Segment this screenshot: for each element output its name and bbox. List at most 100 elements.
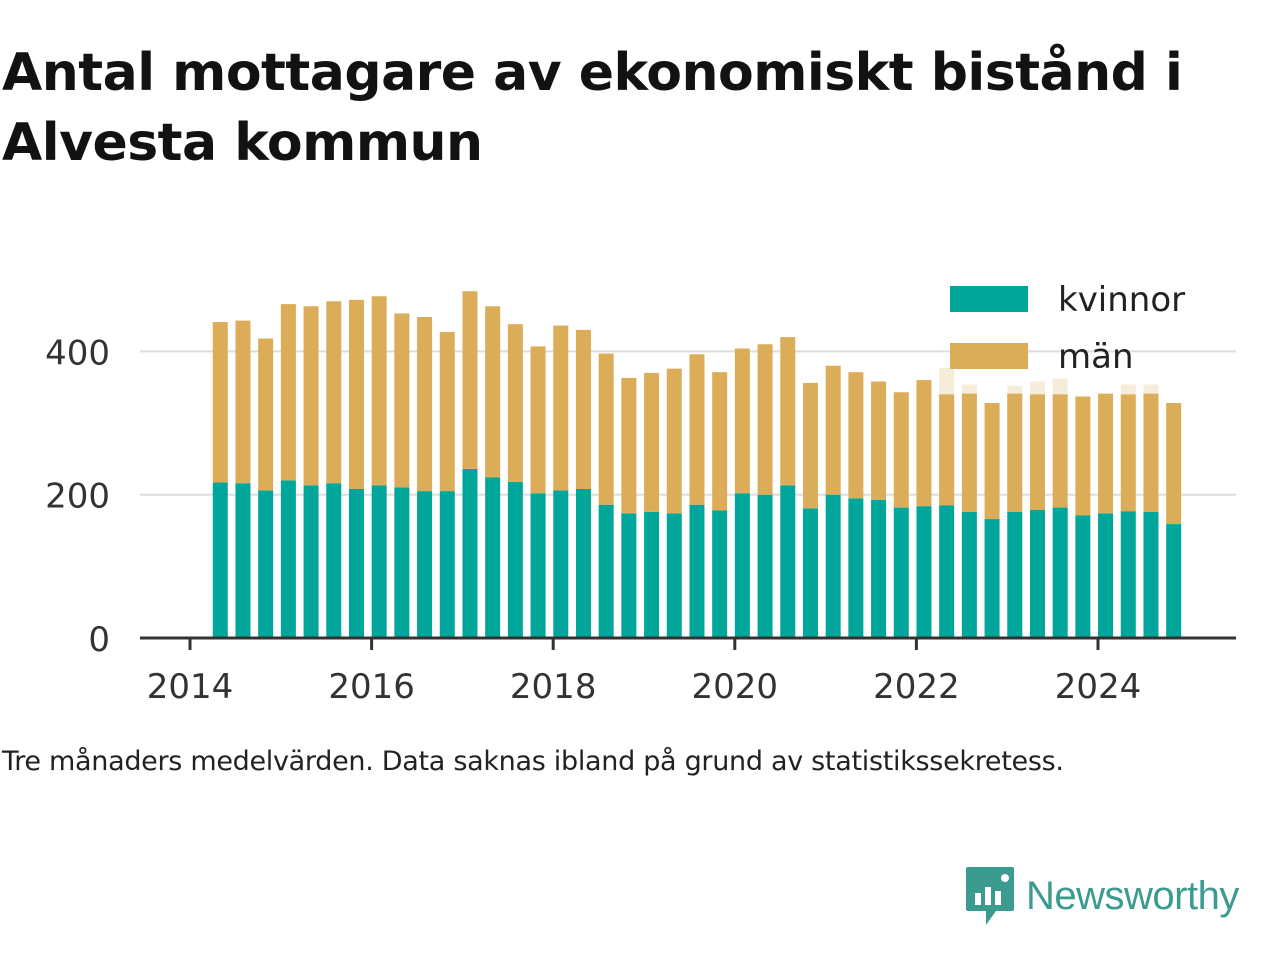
y-tick-label: 0 bbox=[88, 620, 110, 660]
chart-caption: Tre månaders medelvärden. Data saknas ib… bbox=[2, 746, 1064, 777]
bar-man bbox=[235, 320, 251, 484]
bar-kvinnor bbox=[348, 488, 364, 638]
bar-man bbox=[1120, 394, 1136, 512]
bar-man bbox=[439, 332, 455, 492]
bar-kvinnor bbox=[984, 519, 1000, 638]
bar-man bbox=[848, 372, 864, 499]
bar-man bbox=[961, 393, 977, 512]
bar-kvinnor bbox=[530, 493, 546, 638]
bar-kvinnor bbox=[303, 485, 319, 638]
bar-man bbox=[780, 337, 796, 486]
bar-kvinnor bbox=[939, 505, 955, 638]
bar-kvinnor bbox=[802, 508, 818, 638]
bar-man bbox=[371, 296, 387, 486]
bar-man bbox=[1143, 393, 1159, 512]
bar-kvinnor bbox=[621, 513, 637, 638]
bar-man bbox=[825, 365, 841, 495]
x-tick-label: 2014 bbox=[147, 667, 234, 707]
newsworthy-logo-icon bbox=[966, 867, 1014, 925]
bar-man bbox=[734, 348, 750, 494]
x-tick-label: 2020 bbox=[692, 667, 779, 707]
bar-kvinnor bbox=[280, 480, 296, 638]
legend: kvinnor män bbox=[950, 280, 1185, 377]
bar-man bbox=[1098, 393, 1114, 514]
bar-kvinnor bbox=[1098, 513, 1114, 638]
bar-man bbox=[984, 402, 1000, 520]
bar-kvinnor bbox=[1007, 511, 1023, 638]
bar-man bbox=[212, 322, 228, 483]
bar-kvinnor bbox=[212, 482, 228, 638]
bar-kvinnor bbox=[462, 468, 478, 638]
axes: 0 200 400 2014 2016 2018 2020 2022 2024 bbox=[45, 333, 1236, 707]
bar-kvinnor bbox=[644, 511, 660, 638]
x-tick-label: 2024 bbox=[1055, 667, 1142, 707]
bar-man bbox=[507, 324, 523, 482]
bar-kvinnor bbox=[1166, 524, 1182, 638]
bar-kvinnor bbox=[507, 481, 523, 638]
legend-swatch-man bbox=[950, 343, 1028, 369]
bar-man bbox=[621, 377, 637, 514]
bar-kvinnor bbox=[394, 487, 410, 638]
bar-kvinnor bbox=[258, 490, 274, 638]
bar-kvinnor bbox=[1075, 515, 1091, 638]
bar-man bbox=[1075, 396, 1091, 516]
brand-logo: Newsworthy bbox=[964, 864, 1239, 928]
bar-man bbox=[757, 344, 773, 495]
bar-kvinnor bbox=[371, 485, 387, 638]
bar-man bbox=[348, 299, 364, 489]
bar-kvinnor bbox=[757, 494, 773, 638]
bar-kvinnor bbox=[916, 506, 932, 638]
brand-name: Newsworthy bbox=[1026, 873, 1239, 918]
chart-title: Antal mottagare av ekonomiskt bistånd i … bbox=[2, 43, 1183, 173]
bar-man bbox=[462, 291, 478, 469]
bar-kvinnor bbox=[1120, 511, 1136, 638]
legend-label-man: män bbox=[1058, 337, 1134, 377]
bar-kvinnor bbox=[439, 491, 455, 638]
bar-man bbox=[939, 394, 955, 506]
bar-man bbox=[575, 329, 591, 489]
y-tick-label: 400 bbox=[45, 333, 110, 373]
bar-man bbox=[485, 306, 501, 478]
bar-kvinnor bbox=[235, 483, 251, 638]
bar-man bbox=[394, 313, 410, 488]
bars bbox=[212, 291, 1182, 638]
x-tick-label: 2016 bbox=[328, 667, 415, 707]
bar-kvinnor bbox=[666, 513, 682, 638]
bar-kvinnor bbox=[417, 491, 433, 638]
bar-kvinnor bbox=[326, 483, 342, 638]
bar-man bbox=[712, 372, 728, 511]
legend-label-kvinnor: kvinnor bbox=[1058, 280, 1185, 320]
bar-man bbox=[258, 338, 274, 491]
bar-man bbox=[689, 354, 705, 505]
bar-man bbox=[644, 372, 660, 512]
bar-kvinnor bbox=[575, 488, 591, 638]
bar-man bbox=[871, 381, 887, 500]
bar-kvinnor bbox=[848, 498, 864, 638]
bar-kvinnor bbox=[825, 494, 841, 638]
bar-kvinnor bbox=[961, 511, 977, 638]
bar-kvinnor bbox=[871, 499, 887, 638]
bar-man bbox=[280, 304, 296, 481]
bar-kvinnor bbox=[712, 510, 728, 638]
x-tick-label: 2018 bbox=[510, 667, 597, 707]
bar-man bbox=[1166, 402, 1182, 525]
bar-man bbox=[530, 346, 546, 494]
bar-man bbox=[598, 353, 614, 505]
bar-kvinnor bbox=[1143, 511, 1159, 638]
bar-kvinnor bbox=[893, 507, 909, 638]
bar-man bbox=[1007, 393, 1023, 512]
bar-man bbox=[916, 380, 932, 507]
bar-man bbox=[893, 392, 909, 508]
bar-kvinnor bbox=[734, 493, 750, 638]
bar-man bbox=[802, 382, 818, 509]
x-tick-label: 2022 bbox=[873, 667, 960, 707]
bar-kvinnor bbox=[598, 504, 614, 638]
bar-man bbox=[303, 306, 319, 486]
bar-kvinnor bbox=[1029, 509, 1045, 638]
bar-kvinnor bbox=[485, 477, 501, 638]
bar-man bbox=[1029, 394, 1045, 510]
bar-kvinnor bbox=[780, 485, 796, 638]
bar-man bbox=[326, 301, 342, 484]
bar-kvinnor bbox=[689, 504, 705, 638]
bar-kvinnor bbox=[1052, 507, 1068, 638]
